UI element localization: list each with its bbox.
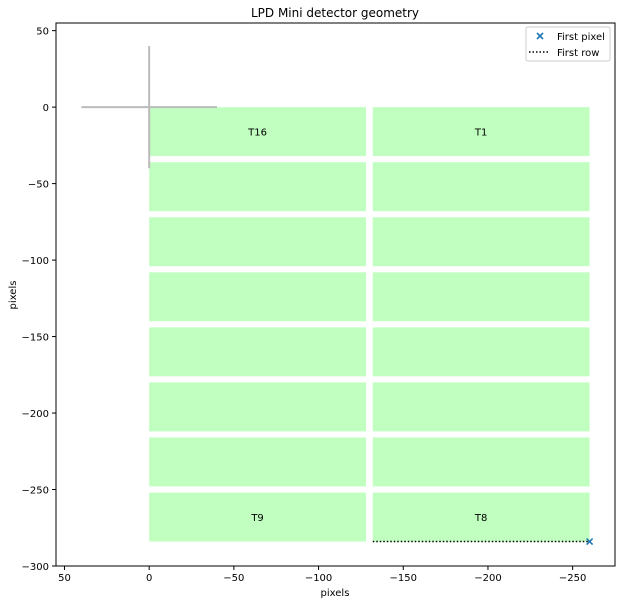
first-pixel-marker-stroke (586, 537, 594, 546)
detector-tile (372, 162, 590, 212)
x-tick-label: 50 (58, 573, 71, 584)
y-tick-label: −100 (22, 256, 49, 267)
detector-tile (149, 327, 366, 377)
legend: First pixel First row (525, 26, 611, 62)
x-tick-label: −150 (390, 573, 417, 584)
x-tick-label: −200 (474, 573, 501, 584)
detector-tile (149, 107, 366, 157)
detector-tile (372, 437, 590, 487)
chart-title: LPD Mini detector geometry (251, 6, 419, 20)
y-tick-label: −300 (22, 562, 49, 573)
tile-label: T16 (247, 128, 267, 139)
tiles-layer: T16 T1 T9 T8 (149, 107, 590, 542)
detector-tile (149, 162, 366, 212)
detector-tile (149, 382, 366, 432)
tile-label: T8 (474, 513, 487, 524)
x-tick-label: 0 (146, 573, 152, 584)
y-axis-label: pixels (8, 281, 19, 310)
detector-tile (372, 492, 590, 542)
detector-tile (372, 272, 590, 322)
x-tick-label: −100 (305, 573, 332, 584)
detector-tile (372, 217, 590, 267)
detector-tile (372, 327, 590, 377)
legend-label-first-pixel: First pixel (557, 32, 605, 43)
detector-tile (372, 107, 590, 157)
y-tick-label: −150 (22, 333, 49, 344)
detector-tile (149, 492, 366, 542)
tile-label: T1 (474, 128, 487, 139)
y-tick-label: 0 (43, 103, 49, 114)
first-pixel-marker (586, 537, 594, 546)
legend-label-first-row: First row (557, 48, 599, 59)
x-axis-label: pixels (321, 588, 350, 599)
detector-tile (372, 382, 590, 432)
plot-frame (55, 22, 616, 567)
detector-tile (149, 272, 366, 322)
y-tick-label: −250 (22, 486, 49, 497)
y-tick-label: −50 (28, 180, 49, 191)
x-tick-label: −250 (559, 573, 586, 584)
detector-tile (149, 217, 366, 267)
detector-tile (149, 437, 366, 487)
x-axis-ticks: 50 0 −50 −100 −150 −200 −250 (58, 566, 586, 584)
y-tick-label: 50 (36, 27, 49, 38)
marks-layer (81, 45, 594, 546)
tile-label: T9 (250, 513, 263, 524)
legend-marker-first-pixel (536, 32, 544, 40)
y-tick-label: −200 (22, 409, 49, 420)
y-axis-ticks: 50 0 −50 −100 −150 −200 −250 −300 (22, 27, 56, 573)
x-tick-label: −50 (223, 573, 244, 584)
